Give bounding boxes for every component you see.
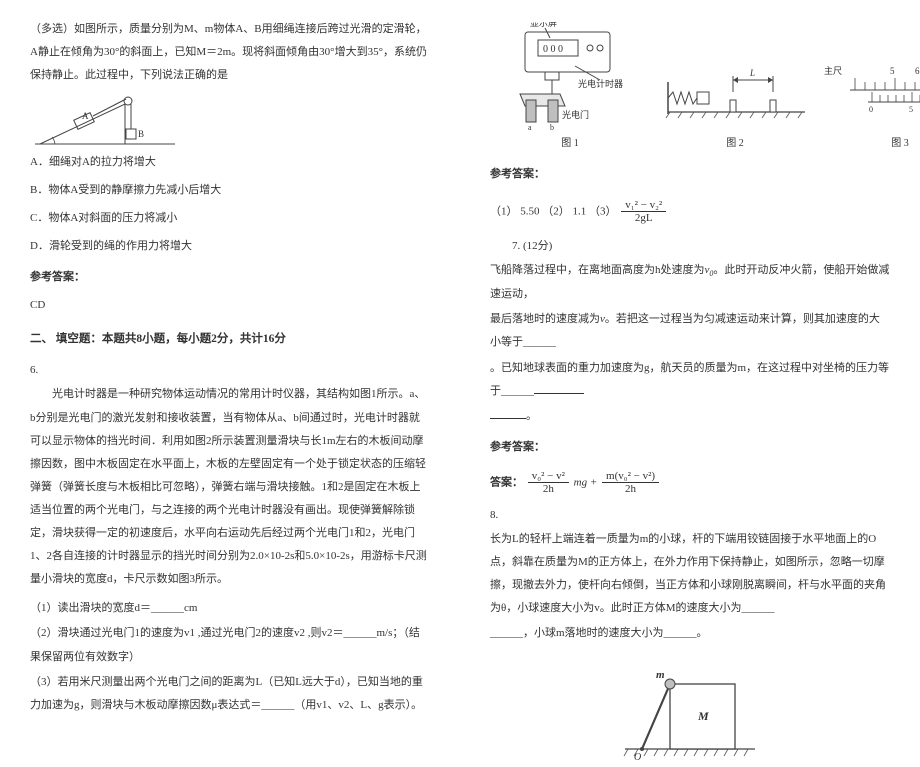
fig3-label: 图 3 (820, 134, 920, 149)
figure-2: L 图 2 (660, 62, 810, 149)
svg-text:光电门: 光电门 (562, 109, 589, 120)
q8-body: 长为L的轻杆上端连着一质量为m的小球，杆的下端用铰链固接于水平地面上的O点，斜靠… (490, 528, 890, 620)
svg-text:0: 0 (869, 105, 873, 114)
q6-sub3: （3）若用米尺测量出两个光电门之间的距离为L（已知L远大于d），已知当地的重力加… (30, 671, 430, 717)
svg-text:5: 5 (890, 66, 895, 76)
figure-3: 主尺 5 6 cm (820, 62, 920, 149)
figures-row: 0 0 0 显示屏 光电计时器 a b (490, 22, 890, 149)
svg-text:光电计时器: 光电计时器 (578, 78, 623, 89)
svg-text:m: m (656, 669, 665, 681)
q7-line1: 飞船降落过程中，在离地面高度为h处速度为v0。此时开动反冲火箭，使船开始做减速运… (490, 259, 890, 306)
q5-opt-a: A．细绳对A的拉力将增大 (30, 153, 430, 173)
q5-intro: （多选）如图所示，质量分别为M、m物体A、B用细绳连接后跨过光滑的定滑轮，A静止… (30, 18, 430, 87)
q7-line3b: 。 (490, 405, 890, 428)
svg-text:M: M (697, 709, 709, 723)
q5-ref-ans: CD (30, 294, 430, 316)
svg-text:b: b (550, 123, 554, 132)
q5-opt-d: D．滑轮受到的绳的作用力将增大 (30, 237, 430, 257)
q6-sub2: （2）滑块通过光电门1的速度为v1 ,通过光电门2的速度v2 ,则v2＝____… (30, 622, 430, 668)
rod-figure: M m O (620, 654, 760, 764)
q5-ref-label: 参考答案： (30, 266, 430, 288)
q6-sub1: （1）读出滑块的宽度d＝______cm (30, 597, 430, 620)
section-2-header: 二、 填空题：本题共8小题，每小题2分，共计16分 (30, 328, 430, 351)
q6-ref-label: 参考答案： (490, 163, 890, 185)
svg-text:a: a (528, 123, 532, 132)
svg-text:主尺: 主尺 (824, 65, 842, 76)
device-numbers: 0 0 0 (543, 44, 563, 55)
screen-label: 显示屏 (530, 22, 557, 28)
q6-num: 6. (30, 359, 430, 381)
svg-text:B: B (138, 129, 144, 139)
svg-text:L: L (749, 68, 755, 78)
svg-text:O: O (634, 752, 641, 763)
svg-text:A: A (82, 111, 89, 121)
fig2-label: 图 2 (660, 134, 810, 149)
q5-opt-c: C．物体A对斜面的压力将减小 (30, 209, 430, 229)
q6-body: 光电计时器是一种研究物体运动情况的常用计时仪器，其结构如图1所示。a、b分别是光… (30, 383, 430, 591)
q8-tail: ______，小球m落地时的速度大小为______。 (490, 622, 890, 645)
incline-figure: A B (30, 89, 180, 149)
svg-text:5: 5 (909, 105, 913, 114)
q7-num: 7. (12分) (490, 235, 890, 257)
q5-opt-b: B．物体A受到的静摩擦力先减小后增大 (30, 181, 430, 201)
q6-answers: （1） 5.50 （2） 1.1 （3） v₁² − v₂² 2gL (490, 199, 890, 225)
q7-answer-line: 答案： v₀² − v² 2h mg + m(v₀² − v²) 2h (490, 470, 890, 496)
q7-ref-label: 参考答案： (490, 436, 890, 458)
figure-1: 0 0 0 显示屏 光电计时器 a b (490, 22, 650, 149)
q8-num: 8. (490, 504, 890, 526)
q7-line2: 最后落地时的速度减为v。若把这一过程当为匀减速运动来计算，则其加速度的大小等于_… (490, 308, 890, 354)
q6-frac: v₁² − v₂² 2gL (621, 199, 666, 225)
q7-line3: 。已知地球表面的重力加速度为g，航天员的质量为m，在这过程中对坐椅的压力等于__… (490, 357, 890, 403)
fig1-label: 图 1 (490, 134, 650, 149)
svg-text:6: 6 (915, 66, 920, 76)
